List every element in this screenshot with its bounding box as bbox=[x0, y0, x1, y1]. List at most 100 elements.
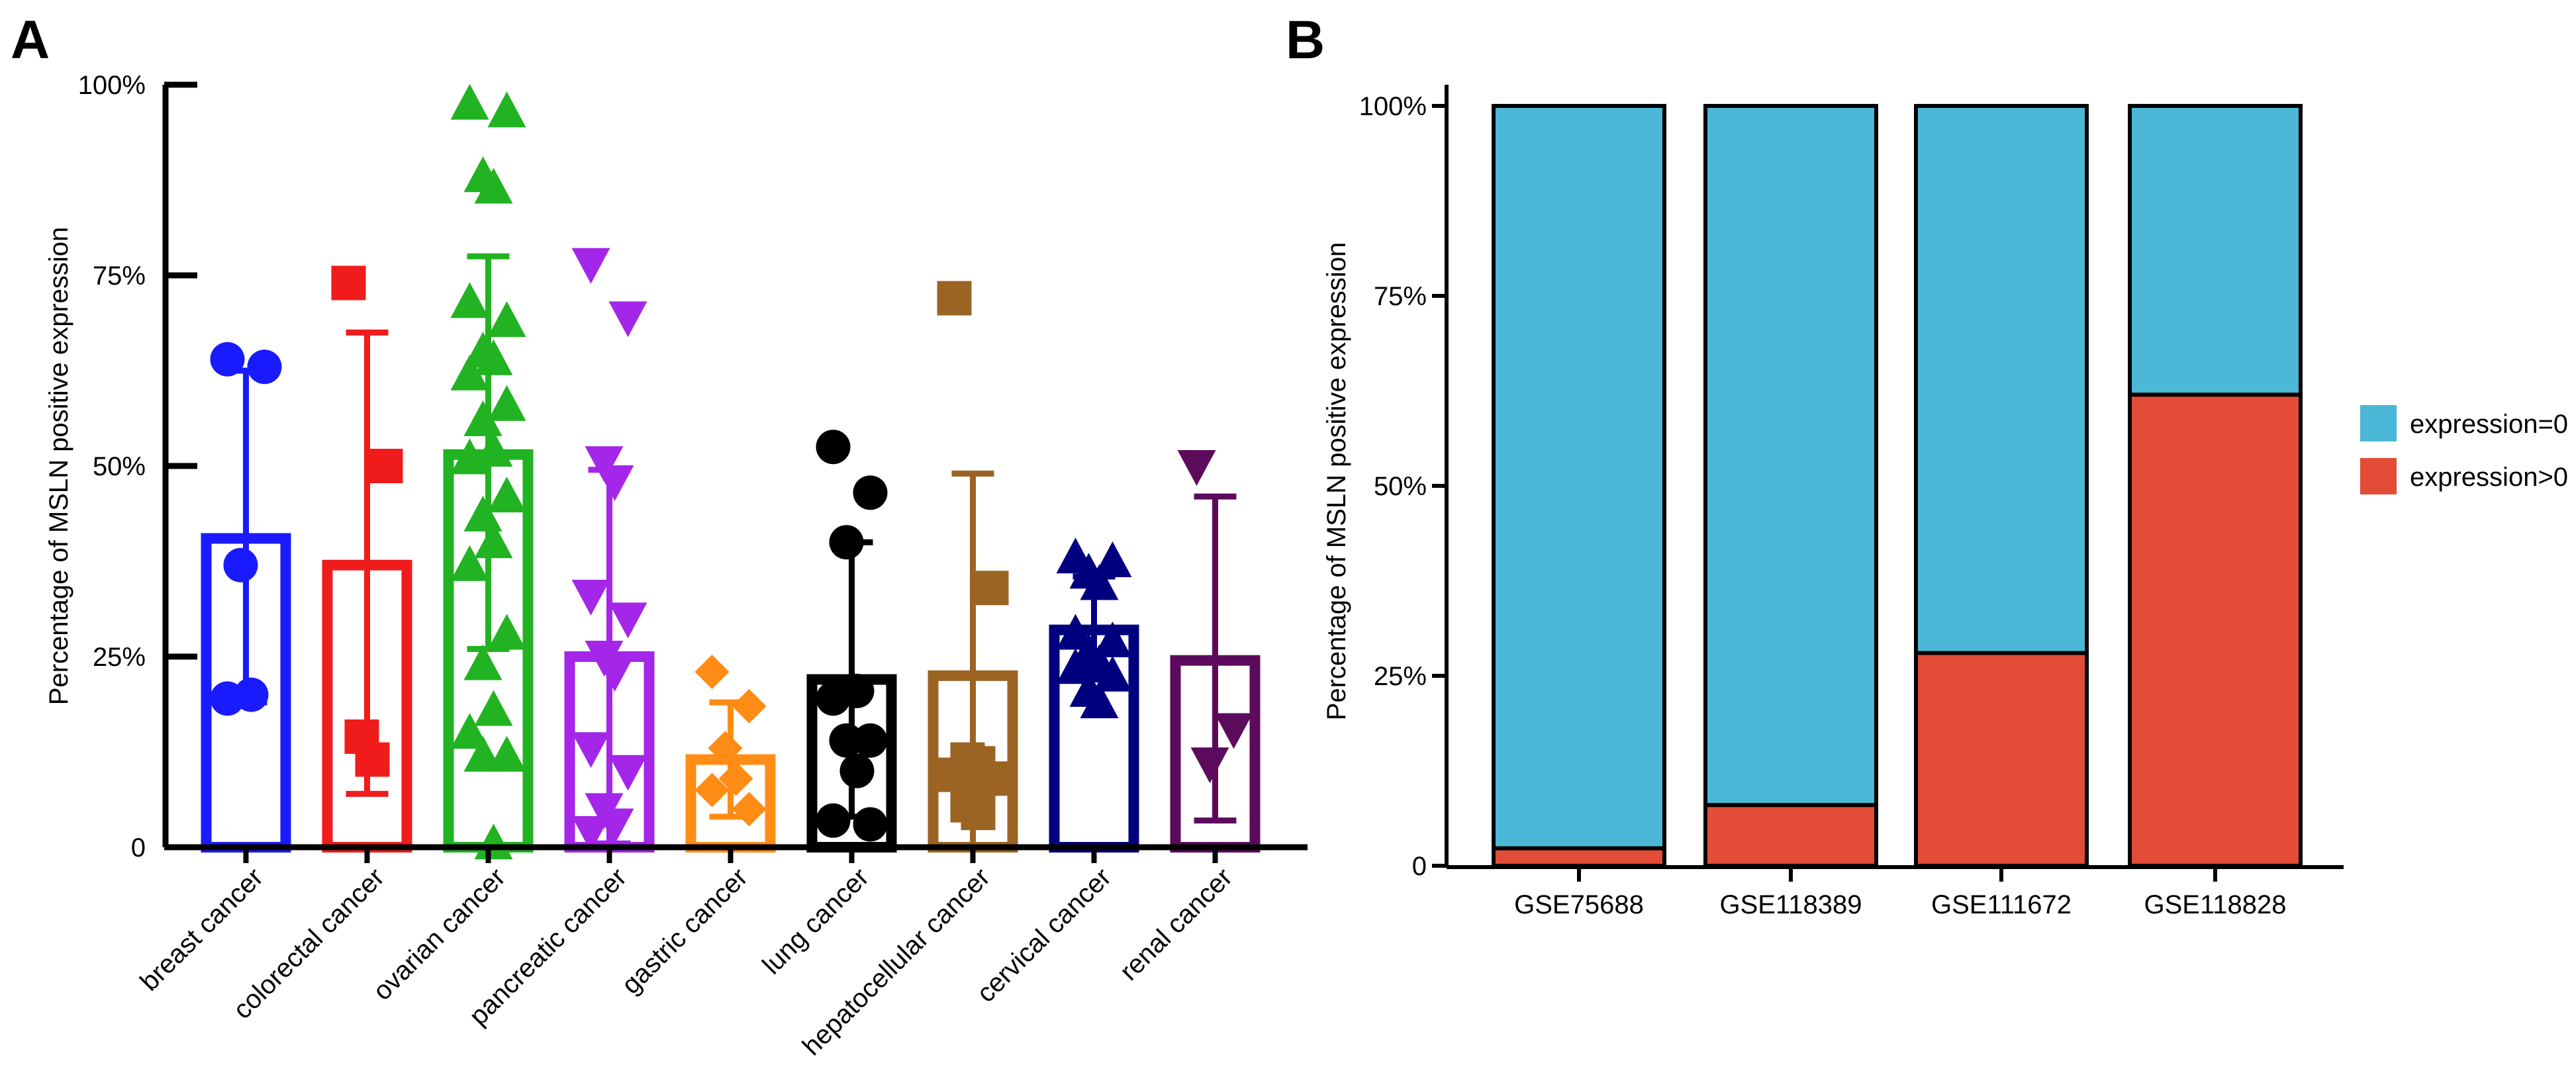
x-tick-label: GSE75688 bbox=[1514, 890, 1644, 919]
data-point bbox=[474, 339, 513, 375]
x-tick-label: lung cancer bbox=[757, 862, 875, 980]
panel-b-stacked-bar-chart: B 0 25% 50% 75% 100% GSE75688 GSE118389 GSE1116… bbox=[1286, 10, 2568, 919]
y-tick-label: 0 bbox=[131, 833, 146, 862]
panel-a-bar-chart: A 025%50%75%100%breast cancercolorectal … bbox=[11, 10, 1308, 1061]
data-point bbox=[331, 265, 366, 301]
stacked-bar-segment bbox=[1914, 651, 2089, 868]
y-tick-label: 100% bbox=[78, 71, 146, 100]
data-point bbox=[708, 731, 743, 766]
data-point bbox=[474, 823, 513, 860]
legend-swatch bbox=[2360, 405, 2397, 441]
data-point bbox=[571, 579, 610, 616]
data-point bbox=[853, 807, 888, 842]
data-point bbox=[474, 430, 513, 467]
y-tick-label: 25% bbox=[93, 643, 146, 672]
data-point bbox=[608, 301, 647, 338]
data-point bbox=[1177, 450, 1216, 486]
data-point bbox=[487, 614, 526, 650]
data-point bbox=[463, 495, 502, 532]
y-tick-label: 50% bbox=[1374, 472, 1427, 501]
data-point bbox=[595, 465, 634, 502]
data-point bbox=[853, 723, 888, 758]
data-point bbox=[595, 656, 634, 692]
data-point bbox=[937, 281, 972, 316]
panel-b-letter: B bbox=[1286, 10, 1325, 70]
data-point bbox=[853, 475, 888, 510]
data-point bbox=[829, 525, 864, 560]
y-tick-label: 50% bbox=[93, 452, 146, 481]
data-point bbox=[732, 792, 767, 827]
stacked-bar-segment bbox=[2128, 393, 2303, 868]
data-point bbox=[223, 547, 258, 582]
data-point bbox=[585, 446, 624, 483]
y-axis-title: Percentage of MSLN positive expression bbox=[44, 227, 73, 706]
y-tick-label: 0 bbox=[1412, 852, 1427, 881]
data-point bbox=[839, 753, 875, 788]
data-point bbox=[474, 522, 513, 559]
data-point bbox=[816, 803, 851, 838]
stacked-bar-segment bbox=[1492, 104, 1666, 851]
stacked-bar-segment bbox=[1914, 104, 2089, 655]
x-tick-label: GSE118389 bbox=[1720, 890, 1862, 919]
y-tick-label: 25% bbox=[1374, 662, 1427, 691]
data-point bbox=[571, 248, 610, 284]
data-point bbox=[463, 400, 502, 436]
data-point bbox=[937, 757, 972, 792]
data-point bbox=[608, 755, 647, 791]
x-tick-label: GSE118828 bbox=[2144, 890, 2287, 919]
data-point bbox=[961, 796, 996, 831]
data-point bbox=[450, 354, 489, 391]
y-tick-label: 100% bbox=[1359, 92, 1427, 121]
data-point bbox=[1056, 648, 1095, 684]
x-tick-label: gastric cancer bbox=[616, 862, 753, 999]
data-point bbox=[816, 681, 851, 716]
data-point bbox=[355, 742, 390, 777]
stacked-bar-segment bbox=[1703, 803, 1878, 868]
data-point bbox=[487, 91, 526, 128]
data-point bbox=[816, 430, 851, 465]
data-point bbox=[368, 449, 403, 483]
data-point bbox=[450, 545, 489, 581]
data-point bbox=[732, 688, 767, 723]
y-axis-title: Percentage of MSLN positive expression bbox=[1322, 242, 1351, 721]
data-point bbox=[1190, 747, 1229, 784]
data-point bbox=[571, 815, 610, 852]
data-point bbox=[694, 655, 730, 690]
data-point bbox=[571, 732, 610, 768]
data-point bbox=[450, 438, 489, 475]
y-tick-label: 75% bbox=[93, 261, 146, 291]
data-point bbox=[829, 723, 864, 758]
data-point bbox=[210, 681, 245, 716]
data-point bbox=[474, 690, 513, 726]
data-point bbox=[487, 477, 526, 513]
panel-a-letter: A bbox=[11, 10, 50, 70]
legend-label: expression=0 bbox=[2410, 410, 2568, 439]
data-point bbox=[718, 761, 753, 796]
data-point bbox=[694, 772, 730, 808]
data-point bbox=[1093, 655, 1132, 692]
data-point bbox=[1093, 541, 1132, 577]
data-point bbox=[1080, 564, 1119, 600]
x-tick-label: renal cancer bbox=[1114, 862, 1238, 986]
data-point bbox=[450, 83, 489, 120]
legend-label: expression>0 bbox=[2410, 463, 2568, 492]
data-point bbox=[247, 349, 282, 385]
data-point bbox=[450, 713, 489, 749]
stacked-bar-segment bbox=[1492, 846, 1666, 868]
x-tick-label: GSE111672 bbox=[1931, 890, 2072, 919]
data-point bbox=[974, 571, 1009, 606]
stacked-bar-segment bbox=[2128, 104, 2303, 397]
data-point bbox=[474, 167, 513, 204]
data-point bbox=[487, 385, 526, 421]
data-point bbox=[463, 735, 502, 772]
data-point bbox=[1093, 621, 1132, 657]
data-point bbox=[487, 301, 526, 338]
data-point bbox=[1080, 682, 1119, 719]
y-tick-label: 75% bbox=[1374, 282, 1427, 311]
data-point bbox=[210, 342, 245, 377]
data-point bbox=[463, 644, 502, 680]
stacked-bar-segment bbox=[1703, 104, 1878, 808]
data-point bbox=[450, 282, 489, 318]
data-point bbox=[1214, 713, 1253, 749]
